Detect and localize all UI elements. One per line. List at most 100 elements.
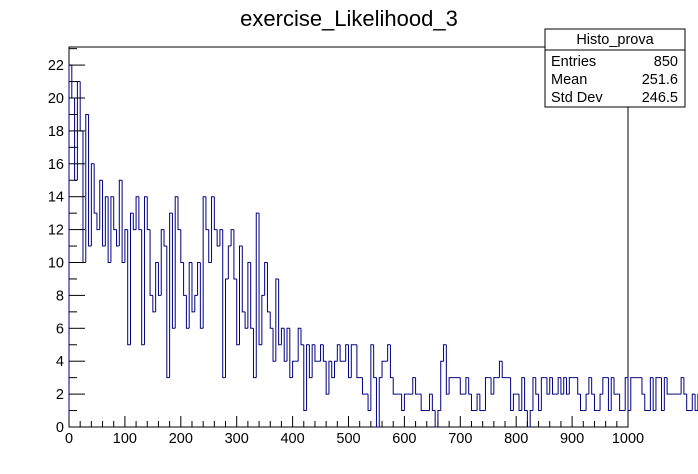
histogram-bin (325, 361, 329, 395)
histogram-bin (613, 377, 617, 395)
histogram-bin (339, 344, 343, 362)
histogram-bin (445, 344, 450, 395)
histogram-bin (79, 81, 83, 132)
histogram-bin (213, 196, 218, 231)
histogram-bin (529, 410, 533, 427)
histogram-bin (630, 377, 634, 411)
histogram-bin (183, 262, 187, 296)
histogram-bin (348, 344, 352, 379)
histogram-bin (389, 344, 394, 379)
histogram-bin (241, 246, 246, 313)
histogram-bin (90, 163, 95, 247)
histogram-bin (476, 393, 480, 411)
histogram-bin (415, 377, 419, 395)
y-tick-label: 20 (48, 91, 64, 107)
histogram-bin (286, 327, 290, 362)
histogram-bin (521, 377, 525, 411)
histogram-bin (225, 278, 229, 378)
histogram-bin (219, 229, 223, 247)
histogram-bin (375, 377, 380, 428)
y-tick-label: 0 (56, 420, 64, 436)
x-tick-label: 300 (225, 431, 249, 447)
histogram-bin (121, 180, 125, 263)
histogram-bin (655, 377, 659, 411)
histogram-bin (624, 377, 628, 411)
histogram-bin (518, 394, 522, 412)
x-tick-label: 0 (65, 431, 73, 447)
histogram-bin (160, 229, 165, 296)
x-tick-label: 100 (113, 431, 137, 447)
histogram-bin (308, 344, 313, 379)
histogram-bars (68, 64, 698, 428)
histogram-bin (261, 294, 265, 345)
histogram-bin (300, 328, 304, 346)
x-axis: 0 100 200 300 400 500 600 700 800 900 1000 (65, 416, 644, 447)
stats-box: Histo_prova Entries 850 Mean 251.6 Std D… (544, 28, 686, 108)
histogram-bin (236, 278, 240, 346)
histogram-bin (510, 377, 514, 412)
histogram-bin (607, 377, 612, 412)
histogram-bin (149, 229, 153, 296)
histogram-bin (278, 278, 282, 346)
histogram-bin (124, 229, 128, 263)
y-tick-label: 16 (48, 157, 64, 173)
histogram-bin (484, 377, 489, 411)
stats-mean-value: 251.6 (642, 72, 678, 88)
histogram-bin (593, 394, 598, 412)
x-tick-label: 800 (504, 431, 528, 447)
histogram-bin (392, 377, 397, 395)
histogram-bin (585, 393, 589, 411)
x-tick-label: 900 (560, 431, 584, 447)
x-tick-label: 200 (169, 431, 193, 447)
histogram-bin (443, 344, 447, 362)
histogram-bin (434, 410, 438, 428)
histogram-bin (641, 377, 645, 395)
histogram-bin (155, 262, 159, 312)
histogram-bin (141, 229, 145, 346)
histogram-bin (599, 393, 603, 411)
histogram-bin (306, 344, 310, 411)
histogram-bin (680, 377, 684, 395)
histogram-bin (661, 377, 665, 412)
histogram-bin (208, 229, 212, 263)
histogram-bin (429, 393, 433, 411)
histogram-bin (230, 229, 234, 247)
x-tick-label: 500 (336, 431, 360, 447)
histogram-bin (498, 360, 503, 378)
histogram-bin (177, 196, 181, 231)
histogram-bin (448, 377, 452, 395)
histogram-bin (602, 377, 606, 395)
x-tick-label: 1000 (612, 431, 644, 447)
histogram-bin (289, 328, 293, 379)
histogram-bin (361, 377, 366, 395)
histogram-bin (194, 294, 198, 312)
histogram-bin (93, 163, 97, 214)
histogram-bin (264, 262, 268, 296)
histogram-bin (470, 394, 475, 412)
histogram-bin (191, 262, 195, 313)
histogram-bin (610, 377, 615, 411)
histogram-bin (350, 344, 355, 378)
histogram-bin (412, 377, 416, 395)
histogram-bin (132, 213, 137, 231)
histogram-bin (577, 377, 581, 395)
histogram-bin (591, 377, 595, 395)
histogram-bin (627, 377, 631, 412)
histogram-bin (135, 196, 139, 230)
histogram-bin (169, 212, 173, 378)
y-tick-label: 2 (56, 387, 64, 403)
histogram-bin (239, 245, 243, 345)
histogram-bin (334, 360, 338, 378)
histogram-bin (88, 114, 92, 247)
histogram-bin (303, 344, 307, 412)
x-tick-label: 600 (392, 431, 416, 447)
histogram-bin (493, 377, 497, 395)
histogram-bin (459, 377, 464, 395)
histogram-bin (104, 196, 109, 247)
histogram-bin (649, 377, 654, 411)
histogram-bin (568, 377, 573, 395)
histogram-bin (255, 212, 260, 378)
histogram-bin (118, 179, 123, 247)
histogram-bin (490, 377, 494, 395)
